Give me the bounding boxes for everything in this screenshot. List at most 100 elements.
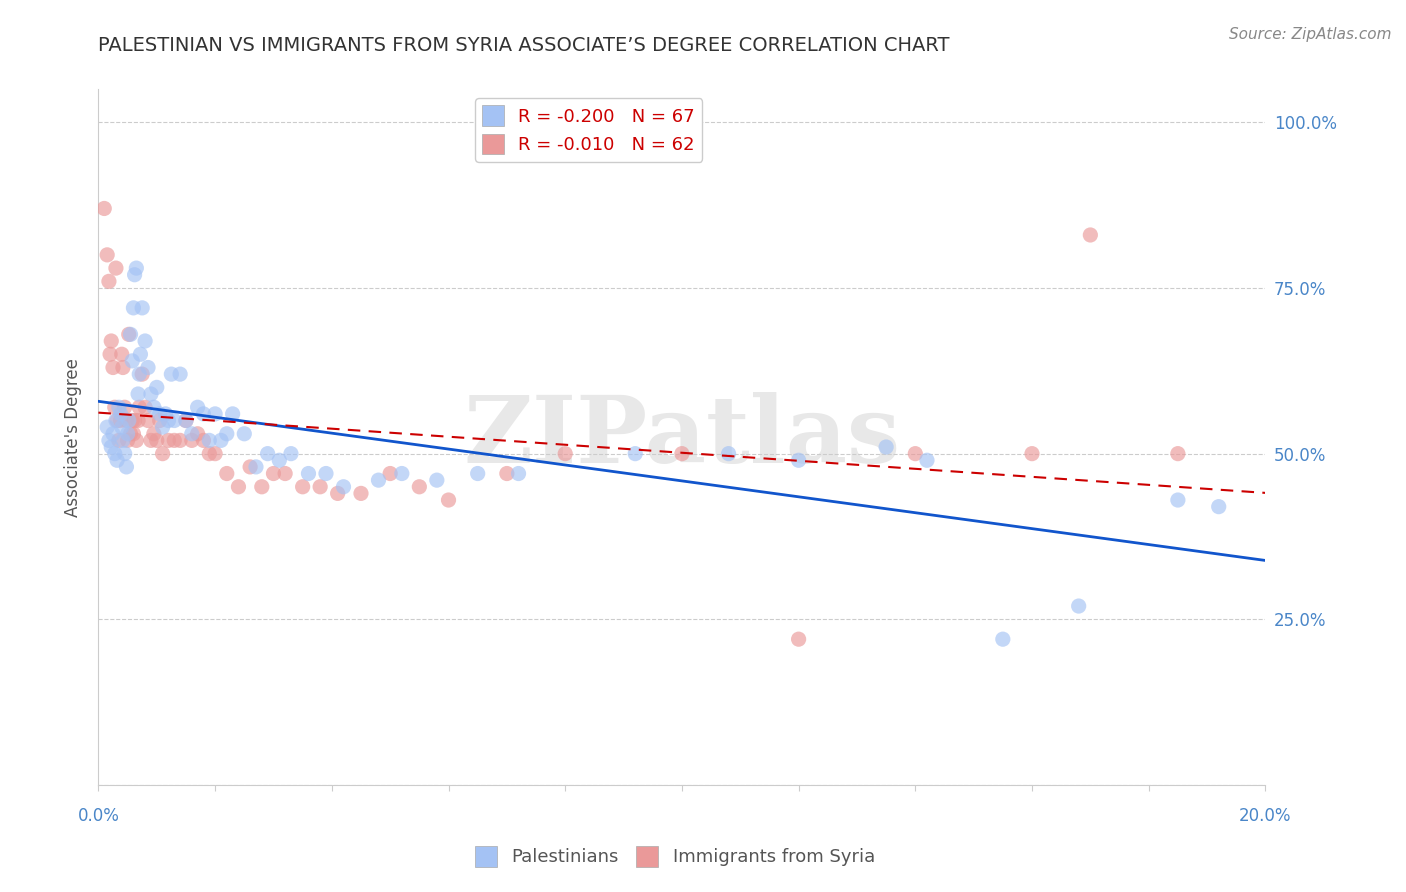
Point [1067,599,1090,613]
Point [139,434,162,448]
Point [174,413,197,427]
Point [1080,227,1102,242]
Point [93,202,115,216]
Point [269,453,291,467]
Point [495,467,517,481]
Point [155,407,177,421]
Point [146,434,169,448]
Point [127,387,149,401]
Point [139,387,162,401]
Point [160,367,183,381]
Point [215,467,238,481]
Legend: R = -0.200   N = 67, R = -0.010   N = 62: R = -0.200 N = 67, R = -0.010 N = 62 [475,98,702,161]
Point [915,453,938,467]
Point [125,261,148,276]
Point [134,334,156,348]
Point [991,632,1014,647]
Point [367,473,389,487]
Point [378,467,402,481]
Point [426,473,449,487]
Point [111,434,134,448]
Point [114,401,136,415]
Point [136,413,159,427]
Text: ZIPatlas: ZIPatlas [464,392,900,482]
Text: 20.0%: 20.0% [1239,807,1292,825]
Point [97,434,120,448]
Point [104,401,127,415]
Point [1167,493,1189,508]
Text: PALESTINIAN VS IMMIGRANTS FROM SYRIA ASSOCIATE’S DEGREE CORRELATION CHART: PALESTINIAN VS IMMIGRANTS FROM SYRIA ASS… [98,36,950,54]
Point [1167,447,1189,461]
Point [149,407,172,421]
Point [128,401,150,415]
Point [101,360,124,375]
Point [131,367,153,381]
Point [274,467,297,481]
Point [180,426,202,441]
Point [111,360,134,375]
Point [136,360,159,375]
Point [157,413,180,427]
Point [1208,500,1230,514]
Point [221,407,243,421]
Point [350,486,373,500]
Point [118,327,141,342]
Point [118,413,141,427]
Point [101,426,124,441]
Point [149,413,172,427]
Point [121,413,143,427]
Point [131,301,153,315]
Point [121,354,143,368]
Point [120,327,142,342]
Point [127,413,149,427]
Point [125,434,148,448]
Point [120,426,142,441]
Point [104,413,127,427]
Point [187,426,209,441]
Point [129,347,152,361]
Point [233,426,256,441]
Point [787,453,810,467]
Point [128,367,150,381]
Point [108,434,131,448]
Point [98,347,121,361]
Point [508,467,530,481]
Point [142,401,165,415]
Point [115,459,138,474]
Point [96,248,118,262]
Point [124,413,146,427]
Point [228,480,250,494]
Point [297,467,319,481]
Point [554,447,576,461]
Point [187,401,209,415]
Point [122,301,145,315]
Point [124,268,146,282]
Point [111,347,134,361]
Text: Source: ZipAtlas.com: Source: ZipAtlas.com [1229,27,1392,42]
Point [291,480,314,494]
Point [104,447,127,461]
Point [105,413,128,427]
Point [174,413,197,427]
Point [110,407,132,421]
Text: 0.0%: 0.0% [77,807,120,825]
Point [115,413,138,427]
Point [169,367,191,381]
Point [209,434,232,448]
Point [250,480,273,494]
Point [97,274,120,288]
Point [204,407,226,421]
Point [110,413,132,427]
Point [105,453,128,467]
Point [717,447,740,461]
Point [315,467,337,481]
Point [624,447,647,461]
Point [108,401,131,415]
Point [204,447,226,461]
Point [262,467,284,481]
Point [163,413,186,427]
Legend: Palestinians, Immigrants from Syria: Palestinians, Immigrants from Syria [468,838,882,874]
Point [169,434,191,448]
Point [152,420,174,434]
Point [96,420,118,434]
